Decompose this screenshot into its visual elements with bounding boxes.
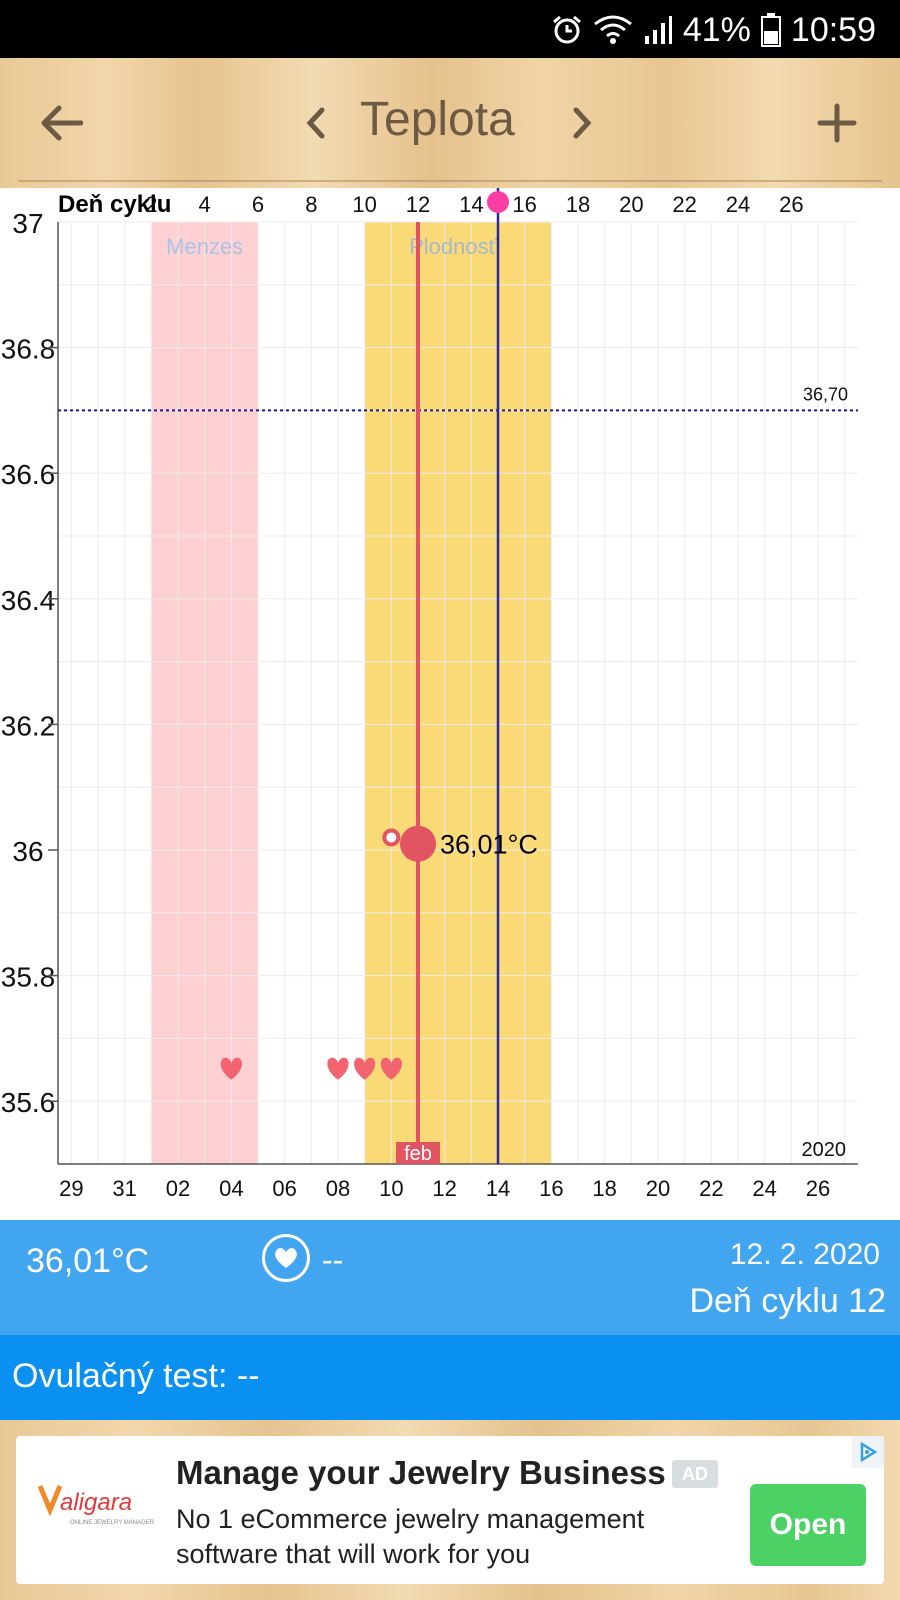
back-button[interactable]: [26, 88, 96, 158]
bottom-tick-label: 24: [752, 1176, 776, 1201]
bottom-tick-label: 31: [112, 1176, 136, 1201]
temperature-point-open: [382, 828, 401, 847]
y-tick-label: 36.6: [1, 459, 56, 490]
ovulation-test-bar[interactable]: Ovulačný test: --: [0, 1335, 900, 1420]
top-tick-label: 8: [305, 192, 317, 217]
svg-text:aligara: aligara: [60, 1489, 132, 1516]
y-tick-label: 36: [12, 836, 43, 867]
add-button[interactable]: [802, 88, 872, 158]
top-tick-label: 14: [459, 192, 483, 217]
ovulation-marker: [487, 191, 509, 213]
ad-open-button[interactable]: Open: [750, 1484, 866, 1566]
battery-icon: [760, 13, 781, 47]
top-tick-label: 2: [145, 192, 157, 217]
top-tick-label: 10: [352, 192, 376, 217]
ad-description: No 1 eCommerce jewelry management softwa…: [176, 1504, 645, 1569]
ad-badge: AD: [672, 1460, 718, 1488]
band-label: Plodnosť: [409, 234, 498, 259]
status-icons: 41% 10:59: [551, 10, 876, 50]
bottom-tick-label: 18: [592, 1176, 616, 1201]
bottom-tick-label: 22: [699, 1176, 723, 1201]
info-date: 12. 2. 2020: [729, 1238, 880, 1271]
bottom-tick-label: 02: [166, 1176, 190, 1201]
bottom-tick-label: 10: [379, 1176, 403, 1201]
intercourse-heart: [380, 1057, 402, 1080]
clock: 10:59: [790, 10, 876, 49]
year-label: 2020: [802, 1139, 847, 1161]
band-fertile: [364, 222, 552, 1164]
signal-icon: [644, 16, 672, 44]
temperature-point: [400, 825, 436, 862]
intercourse-heart: [220, 1057, 242, 1080]
ad-title[interactable]: Manage your Jewelry Business: [176, 1454, 666, 1491]
top-tick-label: 4: [199, 192, 211, 217]
ad-logo: aligara ONLINE JEWELRY MANAGER: [34, 1476, 174, 1536]
arrow-left-icon: [41, 105, 83, 141]
top-tick-label: 24: [726, 192, 750, 217]
intercourse-heart: [327, 1057, 349, 1080]
ovulation-test-text: Ovulačný test: --: [12, 1357, 260, 1395]
next-button[interactable]: [548, 88, 618, 158]
info-cycle-day: Deň cyklu 12: [689, 1282, 886, 1320]
bottom-tick-label: 26: [806, 1176, 830, 1201]
battery-percent: 41%: [682, 10, 751, 49]
plus-icon: [817, 103, 857, 143]
bottom-tick-label: 06: [272, 1176, 296, 1201]
bottom-tick-label: 04: [219, 1176, 243, 1201]
y-tick-label: 36.2: [1, 710, 56, 741]
day-info-bar[interactable]: 36,01°C -- 12. 2. 2020 Deň cyklu 12: [0, 1220, 900, 1335]
prev-button[interactable]: [280, 88, 350, 158]
status-bar: 41% 10:59: [0, 0, 900, 58]
chevron-right-icon: [573, 107, 592, 139]
intercourse-button[interactable]: [262, 1234, 310, 1282]
bottom-tick-label: 12: [432, 1176, 456, 1201]
band-label: Menzes: [166, 234, 243, 259]
intercourse-heart: [354, 1057, 376, 1080]
temperature-point-label: 36,01°C: [440, 830, 538, 860]
y-tick-label: 36.4: [1, 585, 56, 616]
svg-text:ONLINE JEWELRY MANAGER: ONLINE JEWELRY MANAGER: [70, 1520, 155, 1526]
bottom-tick-label: 16: [539, 1176, 563, 1201]
toolbar: Teplota: [0, 58, 900, 188]
threshold-label: 36,70: [803, 384, 848, 404]
bottom-tick-label: 20: [646, 1176, 670, 1201]
alarm-icon: [552, 15, 581, 44]
top-tick-label: 26: [779, 192, 803, 217]
chart-svg[interactable]: Menzes Plodnosť 37 36.8 36.6 36.4 36.2 36 35.8 35…: [0, 188, 900, 1220]
y-tick-label: 36.8: [1, 334, 56, 365]
chevron-left-icon: [306, 107, 325, 139]
top-tick-label: 12: [406, 192, 430, 217]
bottom-tick-label: 14: [486, 1176, 510, 1201]
info-temperature: 36,01°C: [26, 1242, 150, 1280]
wifi-icon: [593, 15, 632, 44]
ad-banner: aligara ONLINE JEWELRY MANAGER Manage yo…: [0, 1420, 900, 1600]
bottom-tick-label: 29: [59, 1176, 83, 1201]
adchoices-icon[interactable]: [852, 1436, 884, 1468]
top-tick-label: 6: [252, 192, 264, 217]
top-tick-label: 16: [512, 192, 536, 217]
y-tick-label: 37: [12, 208, 43, 239]
month-label: feb: [404, 1143, 432, 1165]
page-title: Teplota: [360, 93, 515, 146]
y-tick-label: 35.6: [1, 1087, 56, 1118]
y-tick-label: 35.8: [1, 962, 56, 993]
top-tick-label: 20: [619, 192, 643, 217]
month-badge: [396, 1142, 440, 1164]
top-axis-label: Deň cyklu: [58, 191, 171, 218]
ad-card[interactable]: aligara ONLINE JEWELRY MANAGER Manage yo…: [16, 1436, 884, 1584]
top-tick-label: 22: [672, 192, 696, 217]
top-tick-label: 18: [566, 192, 590, 217]
bottom-tick-label: 08: [326, 1176, 350, 1201]
heart-icon: [275, 1248, 297, 1268]
intercourse-value: --: [322, 1242, 344, 1278]
temperature-chart[interactable]: Menzes Plodnosť 37 36.8 36.6 36.4 36.2 36 35.8 35…: [0, 188, 900, 1220]
